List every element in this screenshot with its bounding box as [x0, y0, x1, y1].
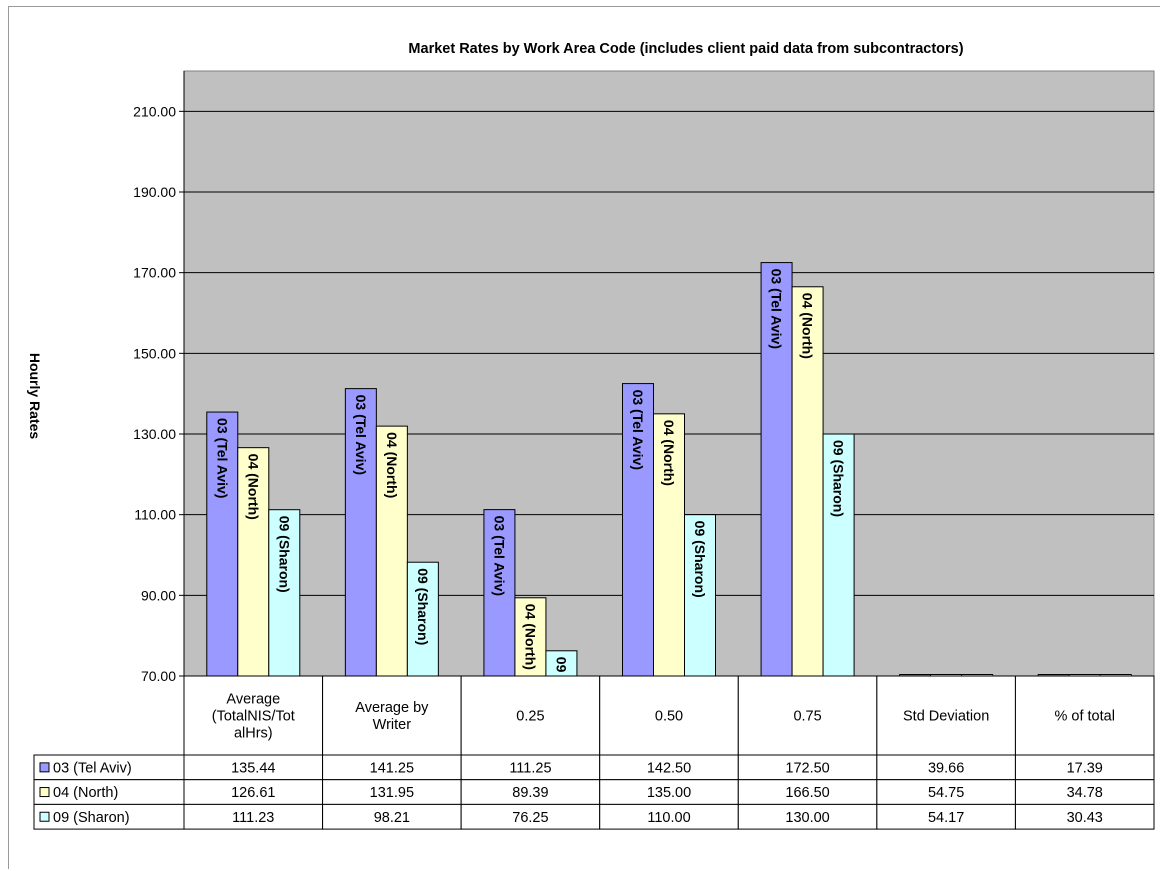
- table-value: 141.25: [370, 760, 414, 776]
- bar-data-label: 09 (Sharon): [831, 440, 847, 517]
- chart-title: Market Rates by Work Area Code (includes…: [408, 41, 963, 57]
- table-header-cell: [460, 675, 601, 756]
- y-axis-title: Hourly Rates: [27, 353, 43, 440]
- y-tick-label: 70.00: [141, 668, 176, 684]
- table-cell: [876, 803, 1016, 830]
- category-label: 0.75: [793, 709, 821, 725]
- bar-data-label: 03 (Tel Aviv): [769, 269, 785, 349]
- table-cell: [876, 779, 1016, 805]
- y-tick-label: 130.00: [133, 426, 176, 442]
- table-cell: [1014, 754, 1155, 781]
- table-value: 89.39: [512, 785, 548, 801]
- table-value: 98.21: [374, 810, 410, 826]
- y-tick-label: 90.00: [141, 587, 176, 603]
- legend-swatch: [39, 762, 50, 773]
- table-cell: [460, 803, 601, 830]
- table-cell: [737, 779, 878, 805]
- table-value: 172.50: [785, 760, 829, 776]
- table-cell: [1014, 803, 1155, 830]
- bar: [760, 262, 793, 677]
- table-header-cell: [183, 675, 324, 756]
- y-tick-label: 110.00: [134, 507, 176, 523]
- bar-data-label: 09 (Sharon): [415, 568, 431, 645]
- legend-swatch: [39, 787, 50, 798]
- legend-label: 04 (North): [53, 785, 118, 801]
- chart-border: [8, 6, 1160, 869]
- category-label: 0.25: [516, 709, 544, 725]
- table-value: 17.39: [1067, 760, 1103, 776]
- table-value: 142.50: [647, 760, 691, 776]
- category-label: Average by: [355, 700, 429, 716]
- bar: [514, 597, 547, 677]
- table-value: 131.95: [370, 785, 414, 801]
- y-tick-label: 170.00: [133, 265, 176, 281]
- bar-data-label: 04 (North): [384, 432, 400, 498]
- table-value: 130.00: [785, 810, 829, 826]
- legend-cell: [33, 779, 185, 805]
- category-label: 0.50: [655, 709, 683, 725]
- bar-data-label: 09 (Sharon): [692, 521, 708, 598]
- table-value: 76.25: [512, 810, 548, 826]
- category-label: Average: [226, 692, 280, 708]
- table-cell: [183, 754, 324, 781]
- bar-data-label: 09 (Sharon): [276, 516, 292, 593]
- bar: [375, 425, 408, 677]
- bar-data-label: 04 (North): [800, 293, 816, 359]
- table-value: 110.00: [647, 810, 690, 826]
- bar-data-label: 03 (Tel Aviv): [214, 418, 230, 498]
- bar: [344, 388, 377, 677]
- table-value: 39.66: [928, 760, 964, 776]
- table-value: 135.44: [231, 760, 275, 776]
- category-label: Std Deviation: [903, 709, 989, 725]
- table-value: 126.61: [231, 785, 275, 801]
- bar-data-label: 04 (North): [522, 604, 538, 670]
- table-value: 30.43: [1067, 810, 1103, 826]
- y-tick-label: 190.00: [133, 184, 176, 200]
- bar-data-label: 04 (North): [661, 420, 677, 486]
- bar-data-label: 03 (Tel Aviv): [630, 390, 646, 470]
- table-value: 111.23: [232, 810, 274, 826]
- bar: [791, 286, 824, 677]
- category-label: % of total: [1054, 709, 1114, 725]
- table-cell: [460, 779, 601, 805]
- table-value: 111.25: [509, 760, 551, 776]
- table-value: 54.17: [928, 810, 964, 826]
- bar-data-label: 03 (Tel Aviv): [353, 395, 369, 475]
- legend-swatch: [39, 811, 50, 822]
- table-cell: [599, 803, 739, 830]
- table-header-cell: [599, 675, 739, 756]
- bar-data-label: 03 (Tel Aviv): [491, 516, 507, 596]
- bar: [483, 509, 516, 677]
- table-value: 34.78: [1067, 785, 1103, 801]
- y-tick-label: 150.00: [133, 345, 176, 361]
- y-tick-label: 210.00: [133, 103, 176, 119]
- plot-area: 70.00 90.00 110.00 130.00 150.00 170.00 190.00…: [133, 70, 1155, 734]
- table-cell: [737, 803, 878, 830]
- table-cell: [183, 779, 324, 805]
- category-label: Writer: [373, 717, 412, 733]
- legend-label: 09 (Sharon): [53, 810, 130, 826]
- category-label: (TotalNIS/Tot: [212, 709, 295, 725]
- bar: [268, 509, 301, 677]
- category-label: alHrs): [234, 726, 273, 742]
- table-header-cell: [322, 675, 462, 756]
- table-cell: [322, 803, 462, 830]
- legend-label: 03 (Tel Aviv): [53, 760, 132, 776]
- table-value: 166.50: [785, 785, 829, 801]
- bar-data-label: 04 (North): [245, 454, 261, 520]
- table-value: 135.00: [647, 785, 691, 801]
- bar: [622, 383, 654, 677]
- legend-cell: [33, 803, 185, 830]
- table-value: 54.75: [928, 785, 964, 801]
- table-header-cell: [1014, 675, 1155, 756]
